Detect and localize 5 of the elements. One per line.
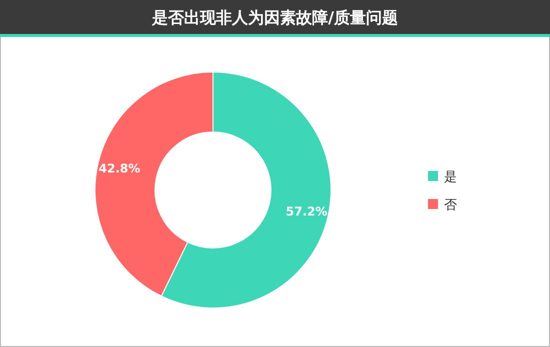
chart-title: 是否出现非人为因素故障/质量问题 (151, 8, 398, 27)
data-label: 57.2% (286, 204, 328, 219)
legend-label: 是 (444, 170, 457, 185)
legend-label: 否 (444, 198, 457, 213)
data-label: 42.8% (98, 161, 140, 176)
